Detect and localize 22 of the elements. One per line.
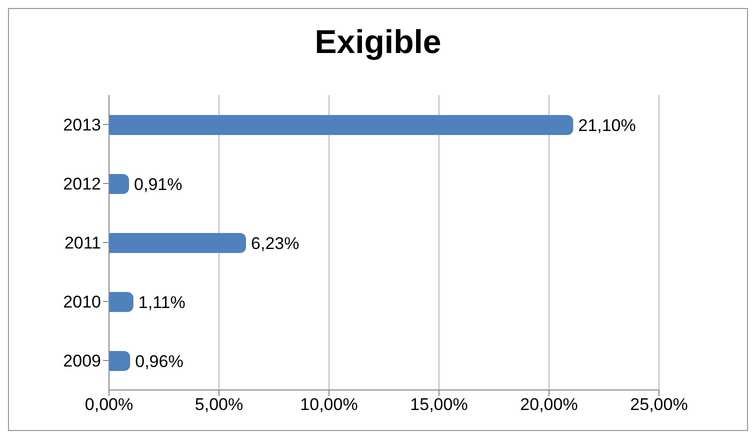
bar — [109, 351, 130, 371]
bar — [109, 174, 130, 194]
data-label: 1,11% — [138, 293, 186, 312]
y-tick-label: 2012 — [63, 174, 101, 194]
bar — [109, 233, 246, 253]
y-tick-label: 2011 — [64, 234, 101, 253]
data-label: 6,23% — [251, 234, 300, 254]
y-tick-label: 2010 — [63, 292, 101, 312]
x-tick-label: 10,00% — [300, 395, 358, 414]
x-tick-label: 5,00% — [194, 395, 244, 414]
y-tick-label: 2013 — [63, 116, 101, 135]
data-label: 0,96% — [135, 352, 184, 372]
bar — [109, 292, 134, 312]
data-label: 21,10% — [578, 116, 636, 136]
y-tick-label: 2009 — [63, 352, 101, 371]
x-tick-label: 15,00% — [410, 395, 468, 414]
x-tick-label: 20,00% — [520, 395, 578, 414]
bar — [109, 115, 574, 135]
data-label: 0,91% — [134, 175, 182, 194]
x-tick-label: 0,00% — [84, 395, 134, 414]
chart-title: Exigible — [314, 22, 442, 62]
x-tick-label: 25,00% — [630, 395, 688, 414]
